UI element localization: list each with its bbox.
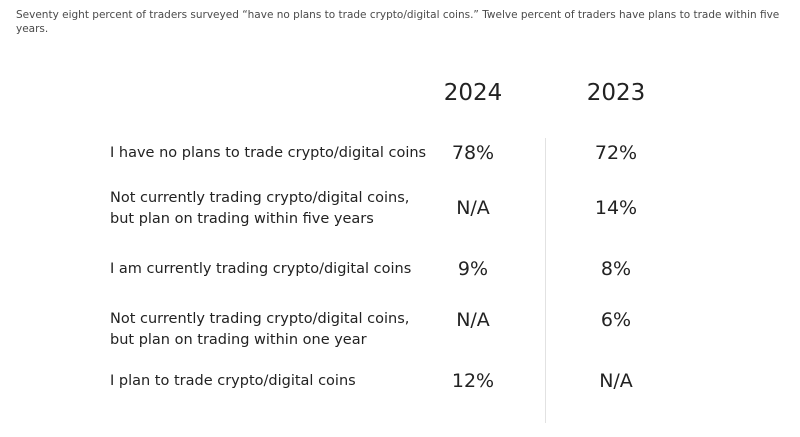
row-value-2023-no-plans: 72% xyxy=(594,142,638,164)
intro-text: Seventy eight percent of traders surveye… xyxy=(16,9,780,35)
row-value-2024-plan-five-years: N/A xyxy=(456,197,490,219)
row-value-2023-plan-to-trade: N/A xyxy=(599,370,633,392)
row-label-plan-to-trade: I plan to trade crypto/digital coins xyxy=(110,373,356,389)
row-value-2024-no-plans: 78% xyxy=(451,142,495,164)
column-header-2023: 2023 xyxy=(586,80,646,106)
row-value-2024-plan-one-year: N/A xyxy=(456,309,490,331)
row-value-2023-currently-trading: 8% xyxy=(600,258,632,280)
row-label-no-plans: I have no plans to trade crypto/digital … xyxy=(110,145,427,161)
column-header-2024: 2024 xyxy=(443,80,503,106)
row-label-currently-trading: I am currently trading crypto/digital co… xyxy=(110,261,412,277)
row-value-2023-plan-five-years: 14% xyxy=(594,197,638,219)
row-label-plan-five-years: Not currently trading crypto/digital coi… xyxy=(110,190,410,227)
row-value-2024-plan-to-trade: 12% xyxy=(451,370,495,392)
column-divider xyxy=(545,138,546,423)
row-value-2024-currently-trading: 9% xyxy=(457,258,489,280)
row-label-plan-one-year: Not currently trading crypto/digital coi… xyxy=(110,311,410,348)
row-value-2023-plan-one-year: 6% xyxy=(600,309,632,331)
